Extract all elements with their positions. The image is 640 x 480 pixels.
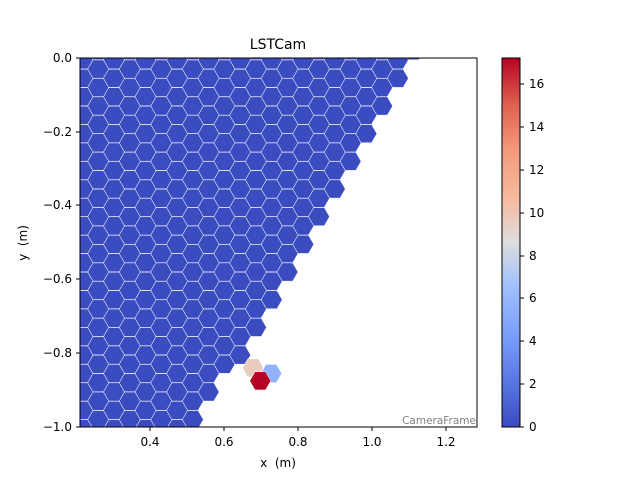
y-tick-label: −1.0 [43,420,72,434]
x-tick-label: 0.4 [140,435,159,449]
colorbar-tick-label: 14 [529,120,544,134]
camera-pixel [371,96,393,116]
camera-pixel [344,58,358,60]
camera-pixel [56,152,77,170]
camera-pixel [40,217,61,235]
camera-pixel [56,392,77,410]
camera-pixel [56,171,77,189]
x-tick-label: 1.0 [362,435,381,449]
camera-pixel [40,401,61,419]
y-tick-label: −0.8 [43,346,72,360]
camera-pixel [40,161,61,179]
camera-pixel [40,235,61,253]
camera-pixel [56,318,77,336]
colorbar-tick-label: 10 [529,206,544,220]
camera-pixel [91,58,105,60]
colorbar-tick-label: 8 [529,249,537,263]
camera-pixel [40,364,61,382]
camera-pixel [40,291,61,309]
x-tick-label: 0.8 [288,435,307,449]
highlighted-pixels [242,358,283,391]
y-axis: 0.0 −0.2 −0.4 −0.6 −0.8 −1.0 y (m) [16,51,80,434]
camera-pixel [387,68,409,88]
camera-pixel [154,58,168,60]
camera-pixel [323,179,346,199]
camera-pixels [40,32,421,447]
camera-pixel [339,151,362,171]
camera-pixel [245,318,267,337]
chart-title: LSTCam [250,37,306,53]
camera-pixel [217,58,231,60]
x-axis: 0.4 0.6 0.8 1.0 1.2 x (m) [140,427,456,470]
camera-pixel [56,244,77,262]
camera-pixel [123,58,137,60]
camera-pixel [182,410,204,427]
colorbar-tick-label: 6 [529,291,537,305]
colorbar: 0 2 4 6 8 10 12 14 16 [501,57,544,434]
camera-pixel [167,32,188,50]
colorbar-tick-label: 4 [529,334,537,348]
camera-pixel [40,383,61,401]
x-axis-label: x (m) [260,456,296,470]
camera-pixel [40,309,61,327]
y-axis-label: y (m) [16,225,30,261]
camera-pixel [260,290,283,310]
camera-pixel [312,58,326,60]
camera-pixel [56,97,77,115]
y-tick-label: −0.4 [43,198,72,212]
camera-pixel [355,124,378,143]
camera-pixel [186,58,200,60]
camera-frame-label: CameraFrame [402,415,476,427]
camera-pixel [407,58,421,60]
colorbar-gradient [501,57,521,428]
camera-pixel [198,32,219,50]
colorbar-tick-label: 16 [529,77,544,91]
camera-pixel [56,78,77,96]
colorbar-tick-label: 0 [529,420,537,434]
camera-pixel [56,374,77,392]
y-tick-label: 0.0 [53,51,72,65]
camera-pixel [40,69,61,87]
camera-pixel [40,143,61,161]
camera-pixel [292,234,315,254]
camera-pixel [276,262,299,282]
colorbar-tick-label: 2 [529,377,537,391]
camera-pixel [387,32,408,50]
camera-pixel [40,106,61,124]
camera-pixel [40,180,61,198]
x-tick-label: 0.6 [214,435,233,449]
highlighted-pixel [249,371,272,391]
camera-pixel [230,32,251,50]
plot-frame [79,57,478,428]
camera-pixel [375,58,389,60]
camera-pixel [356,32,377,50]
camera-pixel [119,429,140,447]
camera-pixel [135,32,156,50]
camera-pixel [40,88,61,106]
y-tick-label: −0.2 [43,125,72,139]
camera-pixel [72,32,93,50]
camera-pixel [103,32,124,50]
camera-pixel [40,327,61,345]
camera-pixel [197,382,220,402]
colorbar-tick-label: 12 [529,163,544,177]
camera-pixel [308,207,330,227]
camera-pixel [324,32,345,50]
y-tick-label: −0.6 [43,272,72,286]
camera-pixel [56,300,77,318]
camera-pixel [88,429,109,447]
camera-pixel [40,254,61,272]
camera-pixel [56,226,77,244]
camera-pixel [40,32,61,50]
x-tick-label: 1.2 [436,435,455,449]
